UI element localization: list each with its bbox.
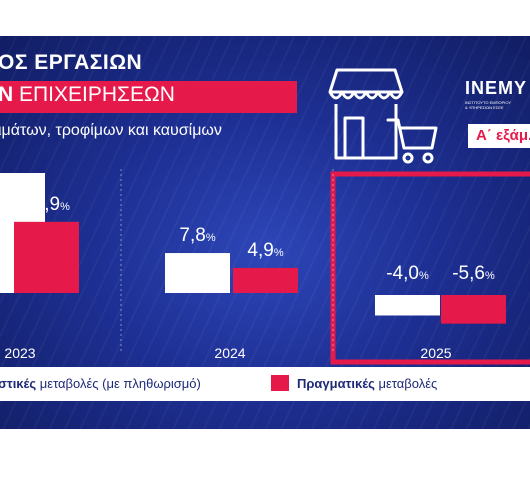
legend-real-swatch (271, 375, 289, 391)
highlight-frame-2025 (330, 171, 530, 365)
chart-title-line2: Ν ΕΠΙΧΕΙΡΗΣΕΩΝ (0, 83, 175, 107)
logo-subtext-line2: & ΥΠΗΡΕΣΙΩΝ ΕΣΕΕ (465, 105, 504, 110)
bar-chart: % 7,8% -4,0% 13,9% 4,9% -5,6% 2023 2024 2025 (0, 68, 530, 365)
bar-nominal-2024 (165, 253, 230, 293)
bar-marks: % 7,8% -4,0% 13,9% 4,9% -5,6% 2023 2024 2025 (0, 173, 506, 361)
legend: στικές μεταβολές (με πληθωρισμό) Πραγματ… (0, 367, 530, 401)
logo-wordmark: INEMY (465, 78, 528, 98)
logo-subtext-line1: ΙΝΣΤΙΤΟΥΤΟ ΕΜΠΟΡΙΟΥ (465, 100, 512, 105)
legend-nominal-label: στικές μεταβολές (με πληθωρισμό) (0, 376, 201, 391)
shopping-cart-icon (386, 118, 438, 164)
bar-real-2024 (233, 267, 298, 293)
category-label-2025: 2025 (420, 345, 451, 361)
data-label-real-2024: 4,9% (247, 240, 283, 261)
legend-real-bold: Πραγματικές (297, 376, 375, 391)
bar-real-2023 (14, 221, 79, 293)
data-label-nominal-2024: 7,8% (179, 225, 215, 246)
bar-nominal-2025 (375, 295, 440, 316)
category-label-2023: 2023 (4, 345, 35, 361)
logo-subtext: ΙΝΣΤΙΤΟΥΤΟ ΕΜΠΟΡΙΟΥ & ΥΠΗΡΕΣΙΩΝ ΕΣΕΕ (465, 100, 511, 110)
legend-nominal-rest: μεταβολές (με πληθωρισμό) (36, 376, 201, 391)
legend-real-rest: μεταβολές (374, 376, 438, 391)
chart-panel: ΟΣ ΕΡΓΑΣΙΩΝ Ν ΕΠΙΧΕΙΡΗΣΕΩΝ ιμάτων, τροφί… (0, 36, 530, 429)
data-label-real-2025: -5,6% (452, 263, 495, 284)
data-label-nominal-2023: % (37, 181, 44, 190)
title-line2-bold: Ν (0, 83, 14, 106)
data-label-real-2023: 13,9% (23, 194, 70, 215)
data-label-nominal-2025: -4,0% (386, 263, 429, 284)
storefront-icon (328, 68, 404, 160)
half-year-badge: Α΄ εξάμ. (468, 124, 530, 148)
bar-real-2025 (441, 295, 506, 324)
chart-subtitle: ιμάτων, τροφίμων και καυσίμων (0, 122, 222, 139)
legend-real-label: Πραγματικές μεταβολές (297, 376, 437, 391)
half-year-badge-label: Α΄ εξάμ. (476, 127, 530, 144)
chart-title-line1: ΟΣ ΕΡΓΑΣΙΩΝ (0, 51, 143, 74)
legend-nominal-bold: στικές (0, 376, 37, 391)
category-label-2024: 2024 (214, 345, 245, 361)
title-red-band (0, 81, 297, 113)
title-line2-rest: ΕΠΙΧΕΙΡΗΣΕΩΝ (13, 83, 175, 106)
